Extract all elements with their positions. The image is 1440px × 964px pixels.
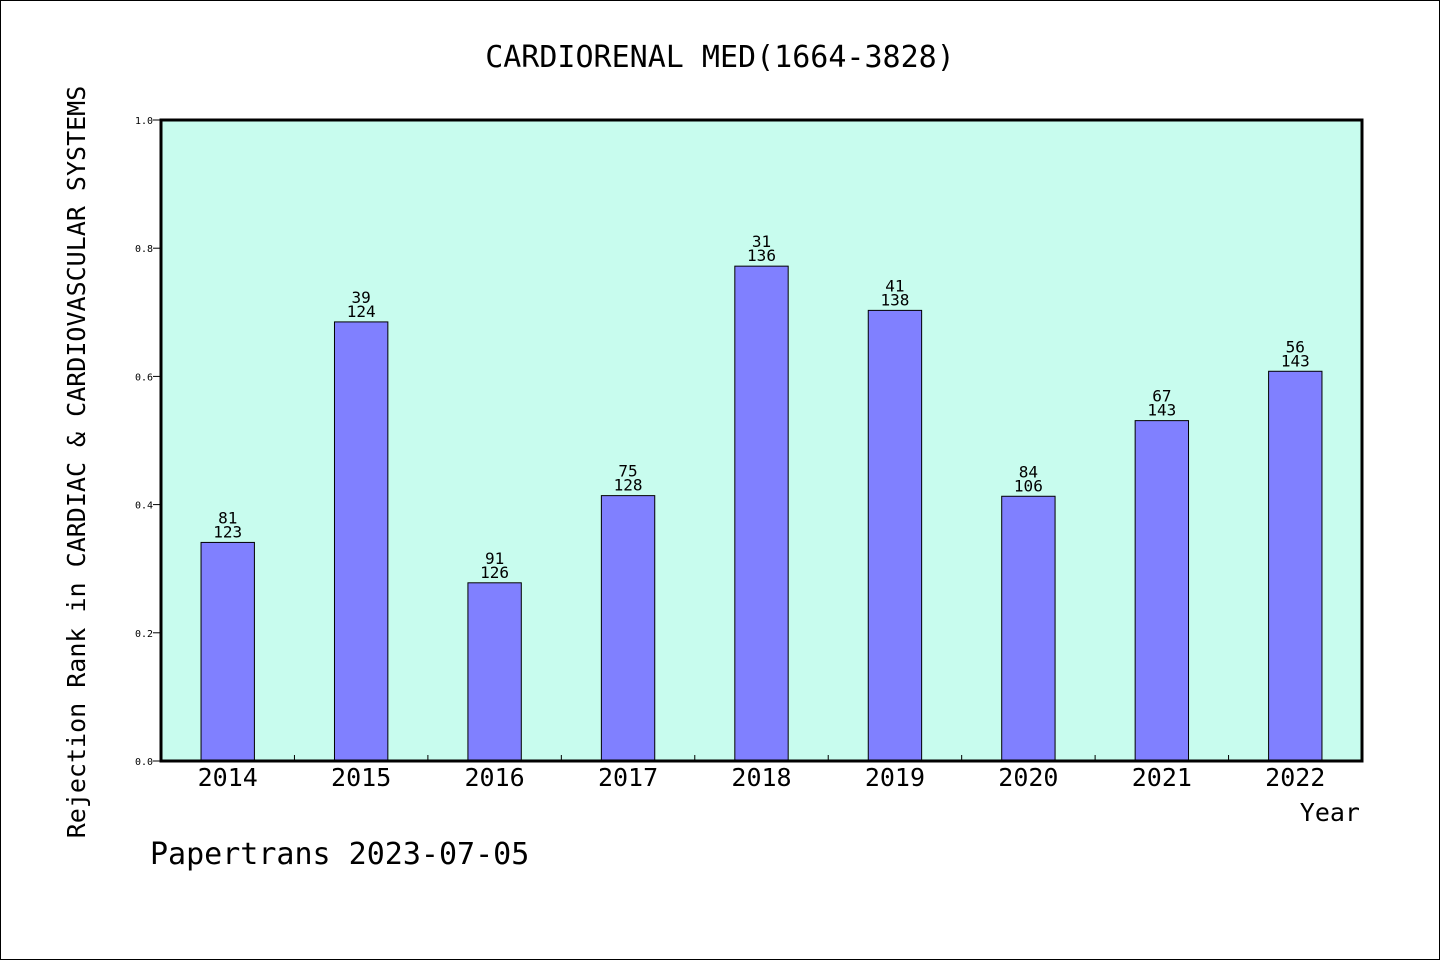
bar-total-label: 123 — [213, 522, 242, 541]
x-tick-label: 2021 — [1132, 763, 1192, 792]
x-axis-ticks: 2014 2015 2016 2017 2018 2019 2020 2021 2022 — [198, 755, 1325, 792]
plot-border — [159, 118, 1364, 763]
bar-total-label: 128 — [614, 476, 643, 495]
bar — [333, 321, 389, 762]
bar-rank-label: 56 — [1286, 337, 1305, 356]
bar — [867, 309, 923, 762]
bar-total-label: 143 — [1281, 351, 1310, 370]
y-axis-label: Rejection Rank in CARDIAC & CARDIOVASCUL… — [62, 86, 91, 839]
bar-rank-label: 81 — [218, 508, 237, 527]
y-axis-ticks: 0.0 0.2 0.4 0.6 0.8 1.0 — [135, 116, 161, 768]
bar-total-label: 138 — [880, 290, 909, 309]
y-tick-label: 0.4 — [135, 501, 153, 512]
bar-rank-label: 67 — [1152, 387, 1171, 406]
bar-rank-label: 84 — [1019, 462, 1038, 481]
y-tick-label: 0.8 — [135, 244, 153, 255]
bar — [1001, 495, 1056, 762]
x-tick-label: 2015 — [331, 763, 391, 792]
bar-total-label: 106 — [1014, 476, 1043, 495]
bar-rank-label: 31 — [752, 232, 771, 251]
bar-total-label: 126 — [480, 563, 509, 582]
y-tick-label: 0.0 — [135, 757, 153, 768]
bar — [734, 265, 789, 762]
bar-rank-label: 75 — [618, 462, 637, 481]
footer-text: Papertrans 2023-07-05 — [150, 837, 529, 872]
bar-rank-label: 91 — [485, 549, 504, 568]
x-tick-label: 2017 — [598, 763, 658, 792]
chart-title: CARDIORENAL MED(1664-3828) — [485, 40, 955, 75]
bar-total-label: 143 — [1147, 401, 1176, 420]
y-tick-label: 0.2 — [135, 629, 153, 640]
bar-total-label: 136 — [747, 246, 776, 265]
x-tick-label: 2020 — [998, 763, 1058, 792]
x-tick-label: 2022 — [1265, 763, 1325, 792]
bar — [600, 495, 656, 762]
x-axis-label: Year — [1300, 798, 1360, 827]
bar-rank-label: 41 — [885, 276, 904, 295]
y-tick-label: 1.0 — [135, 116, 153, 127]
bar — [1268, 370, 1323, 762]
bar-total-label: 124 — [347, 302, 376, 321]
x-tick-label: 2014 — [198, 763, 258, 792]
y-tick-label: 0.6 — [135, 372, 153, 383]
x-tick-label: 2016 — [465, 763, 525, 792]
bar — [200, 541, 255, 762]
x-tick-label: 2019 — [865, 763, 925, 792]
bar — [1134, 420, 1190, 762]
bar-rank-label: 39 — [352, 288, 371, 307]
x-tick-label: 2018 — [731, 763, 791, 792]
bar — [467, 582, 522, 762]
